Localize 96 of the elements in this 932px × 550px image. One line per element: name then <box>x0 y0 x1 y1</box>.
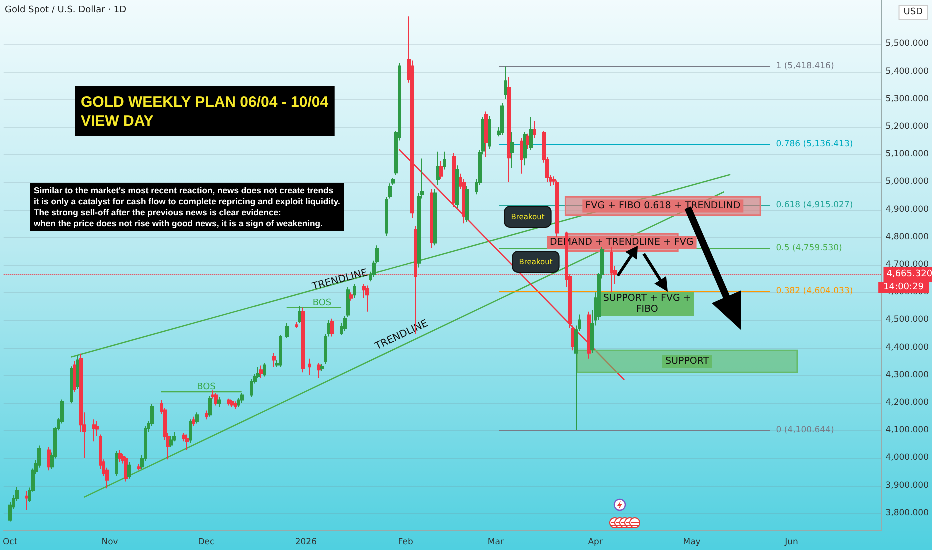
ref-line-label: 0.382 (4,604.033) <box>776 286 854 296</box>
candlestick <box>439 160 443 180</box>
candlestick <box>230 400 234 408</box>
ref-line-label: 4,665.320 <box>886 270 932 280</box>
x-tick-label: Oct <box>2 538 18 548</box>
x-tick-label: Apr <box>588 538 604 548</box>
candlestick <box>205 410 208 420</box>
y-tick-label: 5,000.000 <box>886 177 930 188</box>
candlestick <box>317 362 321 379</box>
candlestick <box>343 316 347 332</box>
y-axis-title: USD <box>904 8 924 18</box>
annotation: Similar to the market's most recent reaction, news does not create trends it is only a catalyst for cash flow to complete repricing and exploit liquidity. The strong sell-off after the previous news is clear evidence: when the price does not rise with good news, it is a sign of weakening. <box>33 186 340 228</box>
y-tick-label: 5,500.000 <box>886 39 930 50</box>
candlestick <box>227 398 231 406</box>
candlestick <box>301 307 305 374</box>
y-tick-label: 4,300.000 <box>886 370 930 380</box>
candlestick <box>488 115 491 150</box>
candlestick <box>320 364 324 372</box>
y-tick-label: 3,900.000 <box>886 480 930 491</box>
candlestick <box>436 151 440 186</box>
candlestick <box>433 188 437 246</box>
ref-line-label: 0.618 (4,915.027) <box>776 200 854 211</box>
candlestick <box>330 318 334 338</box>
y-tick-label: 4,200.000 <box>886 398 930 408</box>
x-tick-label: May <box>683 538 701 548</box>
x-tick-label: Jun <box>784 538 798 548</box>
candlestick <box>189 419 192 444</box>
band-label: FVG + FIBO 0.618 + TRENDLIND <box>586 200 741 212</box>
y-tick-label: 4,000.000 <box>886 453 930 464</box>
y-tick-label: 5,400.000 <box>886 66 930 77</box>
candlestick <box>237 398 240 408</box>
candlestick <box>214 392 218 406</box>
candlestick <box>484 111 488 158</box>
y-tick-label: 5,200.000 <box>886 122 930 132</box>
band-label: SUPPORT + FVG + FIBO <box>603 293 692 316</box>
candlestick <box>285 322 289 339</box>
candlestick <box>507 76 511 183</box>
candlestick <box>272 352 276 368</box>
x-tick-label: Dec <box>198 538 216 548</box>
y-tick-label: 3,800.000 <box>886 508 930 518</box>
candlestick <box>533 120 536 139</box>
x-tick-label: 2026 <box>295 538 317 548</box>
candlestick <box>169 436 173 448</box>
candlestick <box>92 419 96 442</box>
candlestick <box>430 188 433 249</box>
candlestick <box>25 490 28 511</box>
candlestick <box>118 449 122 463</box>
x-tick-label: Nov <box>102 538 118 548</box>
candlestick <box>295 322 298 329</box>
candlestick <box>555 180 559 238</box>
candlestick <box>465 186 469 223</box>
candlestick <box>443 151 446 170</box>
candlestick <box>259 365 263 379</box>
candlestick <box>529 116 533 151</box>
candlestick <box>192 416 195 427</box>
ref-line-label: 0.786 (5,136.413) <box>776 140 854 150</box>
y-tick-label: 4,100.000 <box>886 426 930 436</box>
x-tick-label: Mar <box>488 538 504 548</box>
y-tick-label: 4,400.000 <box>886 342 930 353</box>
ref-line-label: 1 (5,418.416) <box>776 62 834 72</box>
candlestick <box>520 138 523 174</box>
candlestick <box>455 165 459 209</box>
candlestick <box>500 103 504 136</box>
candlestick <box>279 334 282 368</box>
candlestick <box>115 450 118 477</box>
candlestick <box>217 397 221 408</box>
candlestick <box>195 412 199 424</box>
y-tick-label: 4,800.000 <box>886 232 930 242</box>
ref-line-label: 0 (4,100.644) <box>776 425 834 436</box>
candlestick <box>73 360 76 392</box>
band-label: SUPPORT <box>665 356 710 368</box>
candlestick <box>185 434 189 450</box>
y-tick-label: 5,100.000 <box>886 150 930 160</box>
annotation: BOS <box>197 382 216 392</box>
ref-line-label: 0.5 (4,759.530) <box>776 244 842 254</box>
annotation: Gold Spot / U.S. Dollar · 1D <box>5 6 127 16</box>
candlestick <box>208 396 212 418</box>
candlestick <box>137 464 141 472</box>
candlestick <box>349 292 353 302</box>
y-tick-label: 4,900.000 <box>886 204 930 215</box>
candlestick <box>263 362 266 378</box>
candlestick <box>385 196 388 237</box>
annotation: BOS <box>312 298 332 308</box>
candlestick <box>127 462 131 480</box>
candlestick <box>240 392 244 404</box>
y-tick-label: 4,500.000 <box>886 315 930 326</box>
candlestick <box>70 366 73 404</box>
text: GOLD WEEKLY PLAN 06/04 - 10/04 VIEW DAY <box>81 94 330 130</box>
candlestick <box>504 66 507 100</box>
candlestick <box>234 401 237 410</box>
text: 14:00:29 <box>884 282 924 292</box>
candlestick <box>510 132 514 169</box>
candlestick <box>523 132 527 166</box>
x-tick-label: Feb <box>398 538 414 548</box>
y-tick-label: 5,300.000 <box>886 94 930 104</box>
candlestick <box>308 358 311 376</box>
